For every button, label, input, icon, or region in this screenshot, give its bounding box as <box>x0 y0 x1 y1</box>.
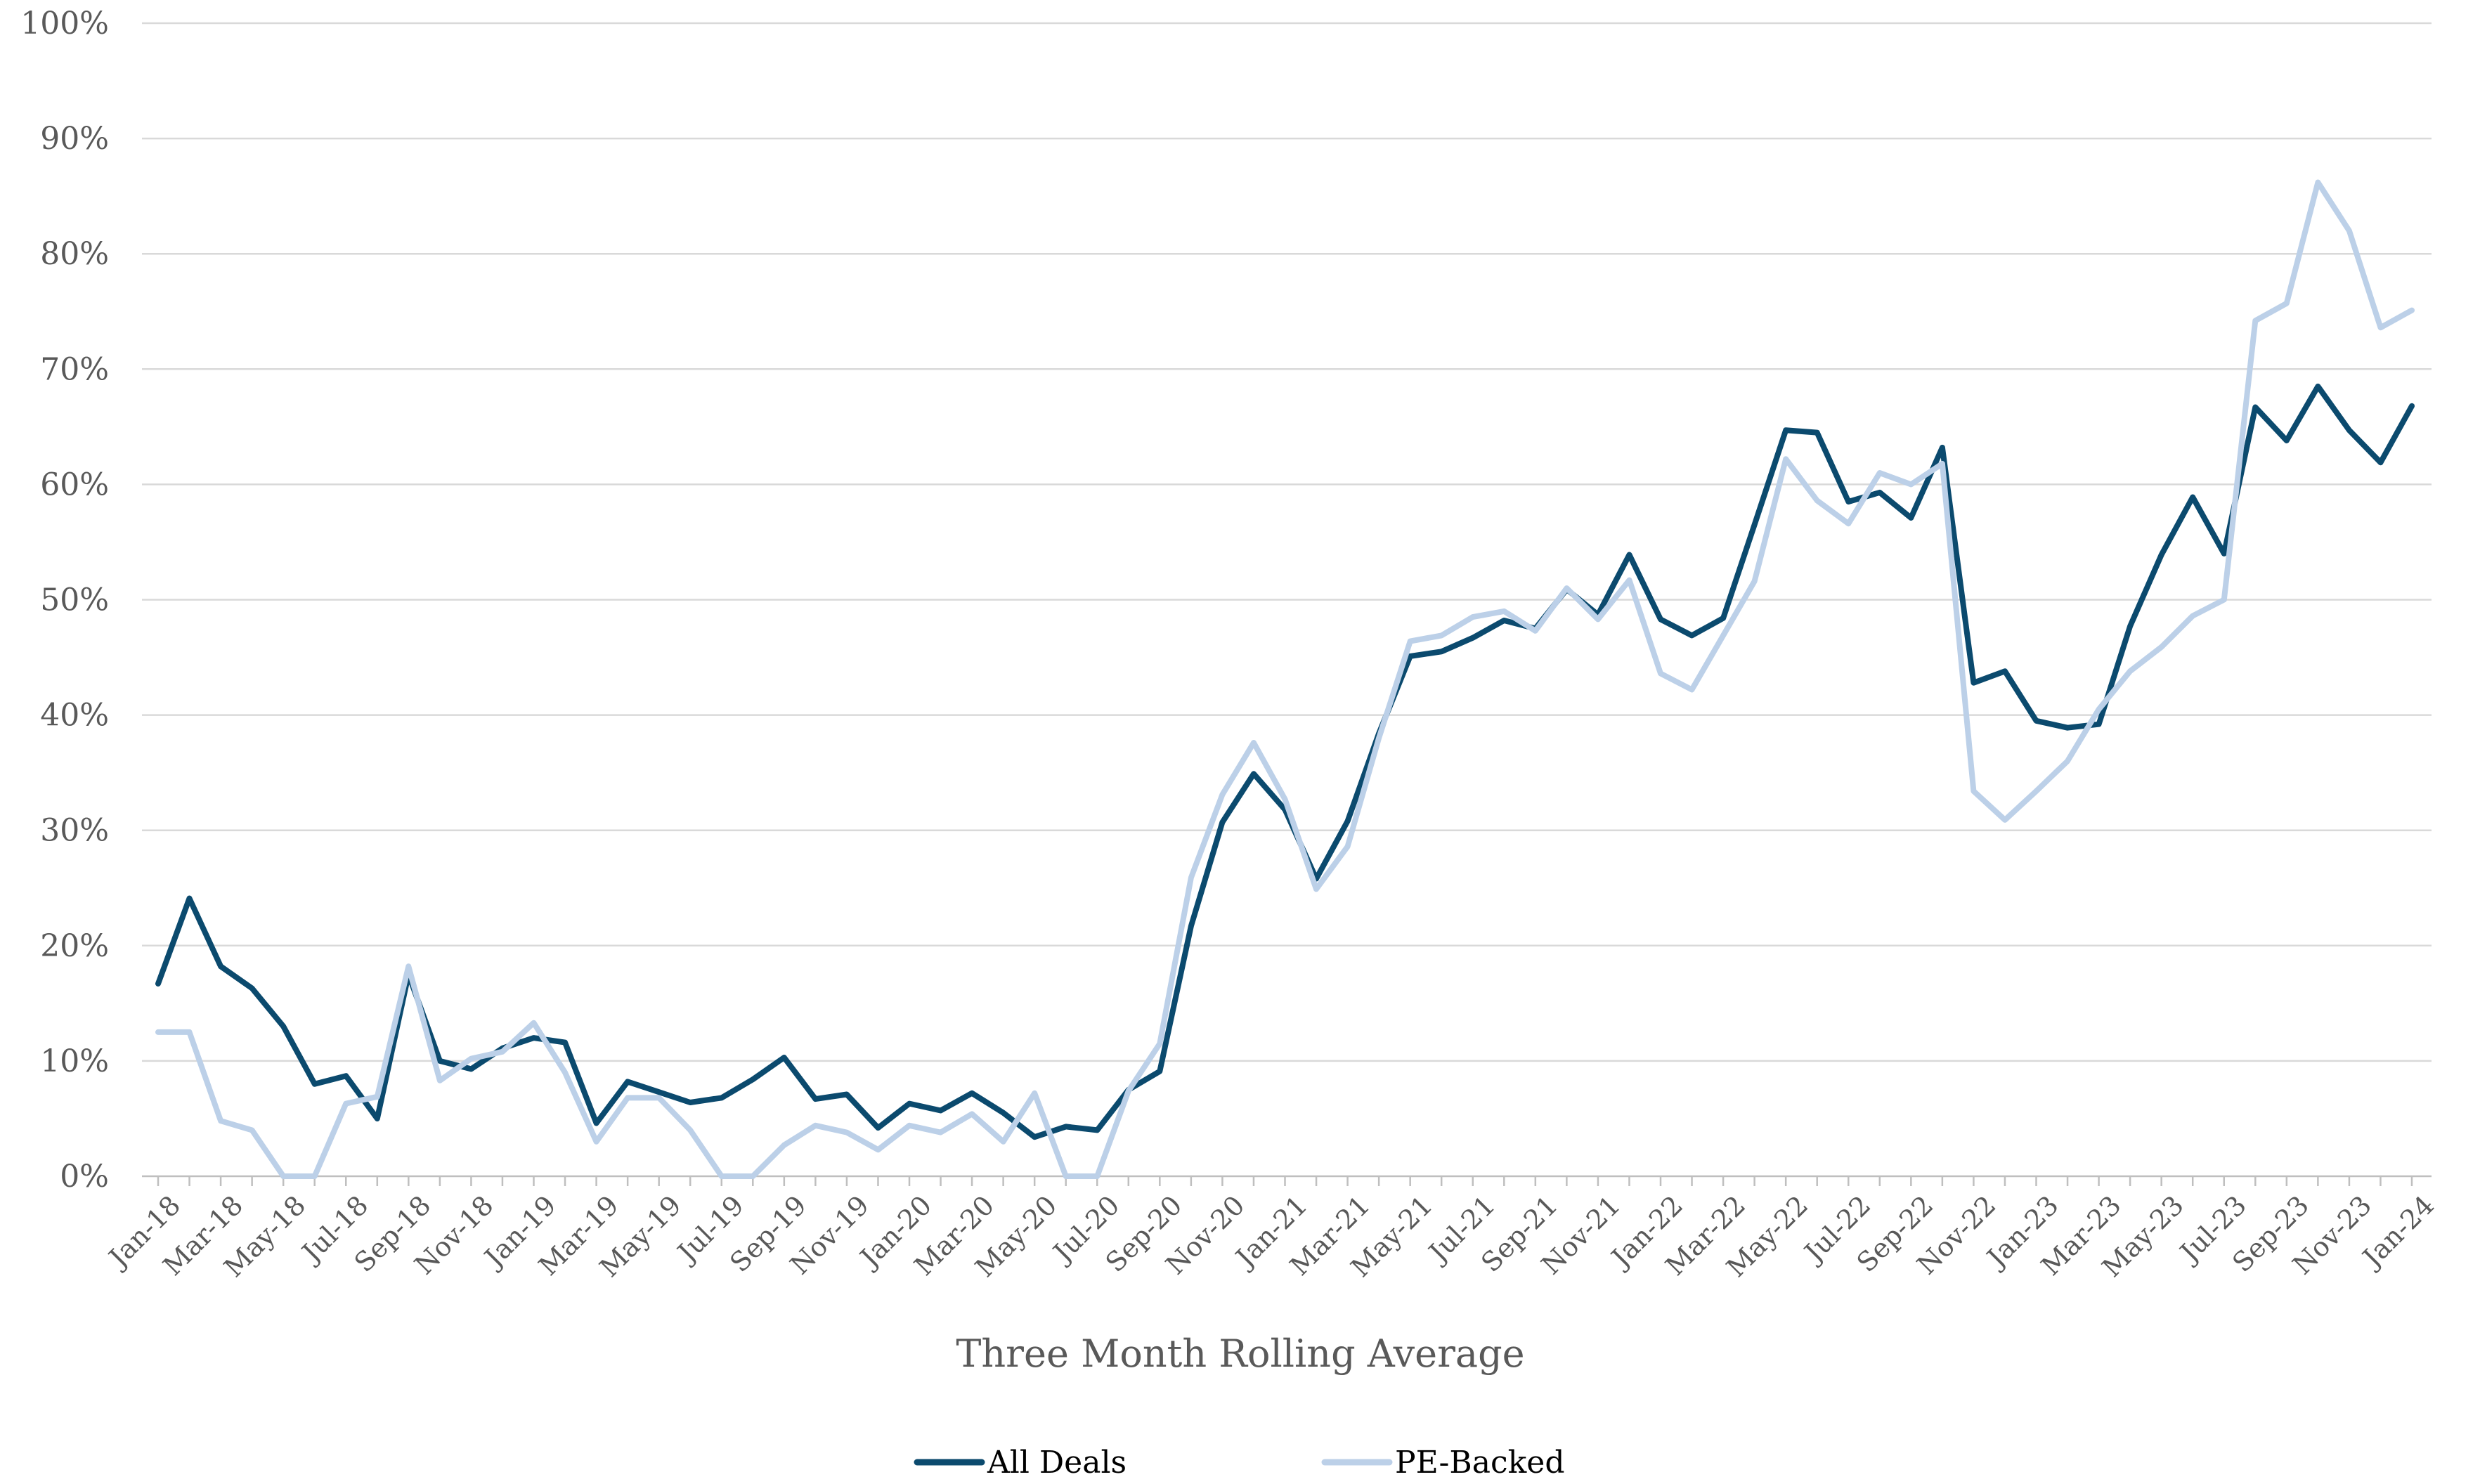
series-line-all-deals <box>155 383 2415 1140</box>
y-tick-label: 90% <box>40 121 109 157</box>
y-tick-label: 60% <box>40 467 109 502</box>
legend-label: PE-Backed <box>1395 1445 1564 1480</box>
gridlines <box>142 22 2432 1062</box>
y-tick-label: 70% <box>40 351 109 387</box>
x-axis-ticks: Jan-18Mar-18May-18Jul-18Sep-18Nov-18Jan-… <box>101 1190 2440 1283</box>
y-tick-label: 100% <box>20 6 109 41</box>
y-tick-label: 10% <box>40 1043 109 1079</box>
y-axis-ticks: 0% 10% 20% 30% 40% 50% 60% 70% 80% 90% 100% <box>20 6 109 1195</box>
legend-label: All Deals <box>987 1445 1127 1480</box>
y-tick-label: 0% <box>60 1159 109 1195</box>
x-axis-title: Three Month Rolling Average <box>956 1332 1524 1376</box>
y-tick-label: 40% <box>40 698 109 734</box>
y-tick-label: 80% <box>40 236 109 272</box>
y-tick-label: 50% <box>40 582 109 618</box>
series-line-pe-backed <box>155 179 2415 1179</box>
legend: All Deals PE-Backed <box>914 1445 1564 1480</box>
series-lines <box>155 179 2415 1179</box>
axes <box>142 1175 2432 1186</box>
y-tick-label: 30% <box>40 813 109 849</box>
y-tick-label: 20% <box>40 928 109 964</box>
